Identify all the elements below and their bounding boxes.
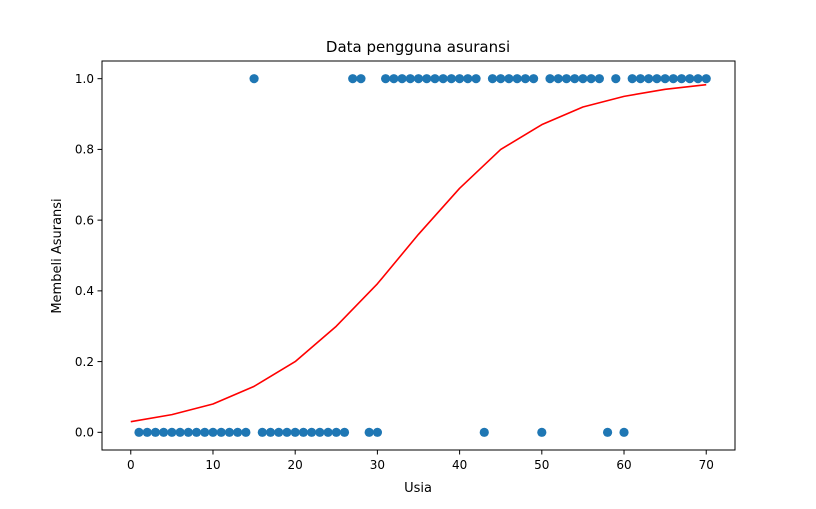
data-point — [487, 74, 498, 84]
y-tick-label: 0.0 — [75, 426, 94, 440]
data-point — [644, 74, 654, 84]
data-point — [676, 74, 687, 84]
x-tick-label: 60 — [616, 458, 631, 472]
data-point — [561, 74, 572, 84]
data-point — [331, 427, 341, 437]
data-point — [528, 74, 539, 84]
data-point — [257, 427, 267, 437]
data-point — [159, 427, 169, 437]
data-point — [348, 74, 358, 84]
data-point — [241, 427, 251, 437]
data-point — [274, 427, 284, 437]
data-point — [290, 427, 300, 437]
x-tick-label: 0 — [127, 458, 135, 472]
data-point — [381, 74, 391, 84]
x-tick-label: 40 — [452, 458, 467, 472]
x-axis: 0 10 20 30 40 50 60 70 — [127, 450, 714, 472]
data-point — [504, 74, 514, 84]
data-point — [183, 427, 193, 437]
x-tick-label: 10 — [205, 458, 220, 472]
data-point — [233, 427, 243, 437]
data-point — [397, 74, 407, 84]
data-point — [545, 74, 555, 84]
data-point — [323, 427, 333, 437]
data-point — [167, 427, 177, 437]
data-point — [389, 74, 399, 84]
data-point — [627, 74, 637, 84]
data-point — [455, 74, 465, 84]
fitted-curve-line — [130, 83, 707, 423]
plot-frame — [101, 60, 736, 451]
data-point — [150, 427, 161, 437]
chart-title: Data pengguna asuransi — [326, 38, 510, 56]
data-point — [249, 74, 259, 84]
data-point — [175, 427, 185, 437]
data-point — [602, 427, 613, 437]
y-tick-label: 0.8 — [75, 143, 94, 157]
data-point — [438, 74, 448, 84]
data-point — [479, 427, 489, 437]
data-point — [216, 427, 226, 437]
data-point — [356, 74, 366, 84]
y-tick-label: 0.4 — [75, 284, 94, 298]
data-point — [265, 427, 276, 437]
data-point — [307, 427, 317, 437]
data-point — [553, 74, 563, 84]
data-point — [446, 74, 456, 84]
data-point — [208, 427, 218, 437]
y-axis-label: Membeli Asuransi — [50, 198, 65, 313]
data-point — [339, 427, 350, 437]
data-point — [200, 427, 210, 437]
plot-content — [130, 74, 711, 437]
data-point — [191, 427, 202, 437]
data-point — [586, 74, 596, 84]
y-tick-label: 0.2 — [75, 355, 94, 369]
data-point — [652, 74, 662, 84]
data-point — [537, 427, 547, 437]
data-point — [701, 74, 711, 84]
data-point — [619, 427, 629, 437]
data-point — [463, 74, 473, 84]
data-point — [635, 74, 646, 84]
data-point — [315, 427, 325, 437]
data-point — [142, 427, 152, 437]
y-axis: 0.0 0.2 0.4 0.6 0.8 1.0 — [75, 72, 102, 440]
data-point — [578, 74, 588, 84]
data-point — [520, 74, 530, 84]
data-point — [134, 427, 144, 437]
data-point — [660, 74, 670, 84]
data-point — [611, 74, 621, 84]
x-tick-label: 70 — [699, 458, 714, 472]
x-tick-label: 30 — [370, 458, 385, 472]
data-point — [685, 74, 695, 84]
data-point — [298, 427, 309, 437]
data-point — [430, 74, 440, 84]
data-point — [372, 427, 382, 437]
data-point — [668, 74, 678, 84]
data-point — [224, 427, 235, 437]
data-point — [422, 74, 432, 84]
data-point — [364, 427, 374, 437]
y-tick-label: 0.6 — [75, 213, 94, 227]
data-point — [512, 74, 522, 84]
x-tick-label: 50 — [534, 458, 549, 472]
data-point — [413, 74, 424, 84]
x-axis-label: Usia — [404, 481, 432, 496]
data-point — [405, 74, 415, 84]
data-point — [594, 74, 604, 84]
data-point — [693, 74, 703, 84]
data-point — [471, 74, 481, 84]
data-point — [496, 74, 506, 84]
data-point — [570, 74, 580, 84]
y-tick-label: 1.0 — [75, 72, 94, 86]
data-point — [282, 427, 292, 437]
x-tick-label: 20 — [288, 458, 303, 472]
